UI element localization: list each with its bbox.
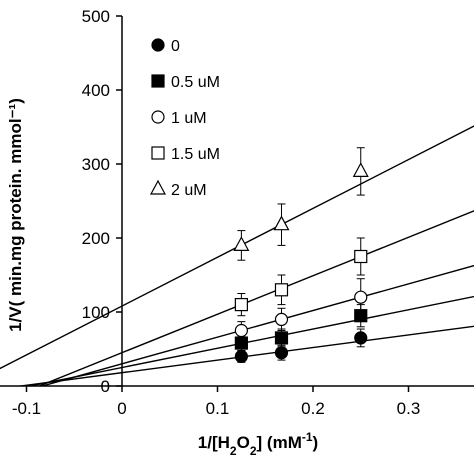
data-point: [234, 349, 248, 363]
x-tick-label: -0.1: [12, 399, 41, 418]
data-point: [354, 249, 368, 264]
x-tick-label: 0.1: [206, 399, 230, 418]
data-point: [354, 331, 368, 345]
fit-line: [39, 264, 474, 386]
fit-line: [37, 210, 474, 386]
data-point: [274, 283, 289, 297]
legend-marker: [151, 110, 165, 124]
data-point: [274, 312, 289, 326]
fit-lines: [0, 125, 474, 386]
x-tick-label: 0.2: [301, 399, 325, 418]
x-tick-label: 0: [117, 399, 126, 418]
legend-label: 0: [171, 38, 180, 55]
x-axis-title-part: ] (mM: [257, 433, 302, 452]
data-point: [273, 215, 290, 231]
axes: 0 100 200 300 400 500 -0.1 0 0.1 0.2 0.3: [0, 7, 474, 418]
x-axis-title-part: 2: [230, 444, 237, 458]
data-point: [352, 162, 369, 177]
x-axis-title-part: ): [313, 433, 319, 452]
y-tick-label: 0: [101, 377, 110, 396]
y-tick-label: 400: [82, 81, 110, 100]
fit-line: [0, 125, 474, 370]
x-tick-label: 0.3: [397, 399, 421, 418]
x-axis-title-part: 1/[H: [198, 433, 230, 452]
data-markers: [233, 147, 369, 363]
legend-label: 2 uM: [171, 182, 207, 199]
y-tick-label: 100: [82, 303, 110, 322]
legend: 0 0.5 uM 1 uM 1.5 uM 2 uM: [149, 38, 220, 199]
legend-label: 1.5 uM: [171, 146, 220, 163]
legend-marker: [151, 38, 165, 52]
fit-line: [15, 325, 474, 386]
data-point: [234, 298, 248, 312]
legend-label: 0.5 uM: [171, 74, 220, 91]
legend-marker: [151, 146, 165, 160]
legend-marker: [151, 74, 165, 88]
data-point: [234, 323, 248, 338]
x-axis-title-part: 2: [250, 444, 257, 458]
fit-line: [26, 295, 474, 386]
legend-label: 1 uM: [171, 110, 207, 127]
y-tick-label: 500: [82, 7, 110, 26]
data-point: [233, 236, 250, 251]
x-axis-title: 1/[H2O2] (mM-1): [198, 430, 318, 458]
x-axis-title-part: -1: [302, 430, 313, 444]
data-point: [274, 346, 289, 360]
y-axis-title: 1/V( min.mg protein. mmol⁻¹): [6, 98, 25, 332]
x-axis-title-part: O: [237, 433, 250, 452]
data-point: [354, 290, 368, 304]
y-tick-label: 200: [82, 229, 110, 248]
data-point: [274, 331, 289, 345]
y-tick-label: 300: [82, 155, 110, 174]
legend-marker: [149, 179, 167, 195]
